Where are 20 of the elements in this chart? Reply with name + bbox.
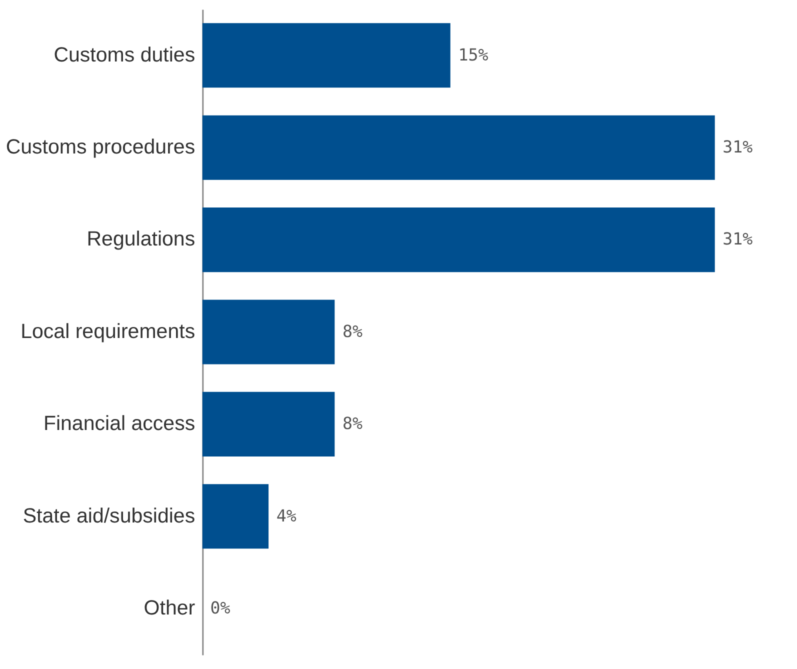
data-label: 0%	[210, 598, 230, 618]
data-label: 15%	[458, 45, 488, 64]
y-tick-label: Other	[144, 596, 196, 620]
bar	[202, 115, 715, 180]
data-label: 8%	[342, 414, 362, 434]
y-tick-label: Customs duties	[54, 43, 196, 66]
y-tick-label: Customs procedures	[6, 135, 196, 158]
bar	[202, 484, 269, 549]
y-tick-label: Regulations	[86, 228, 196, 251]
bar	[202, 300, 335, 364]
bar	[202, 23, 450, 88]
y-tick-label: Local requirements	[20, 320, 196, 343]
y-tick-label: Financial access	[43, 412, 196, 436]
data-label: 31%	[722, 137, 753, 156]
data-label: 8%	[342, 322, 362, 341]
data-label: 31%	[722, 230, 753, 249]
data-label: 4%	[276, 506, 296, 526]
bar	[202, 392, 335, 456]
y-tick-label: State aid/subsidies	[22, 504, 196, 528]
bar	[202, 208, 715, 272]
